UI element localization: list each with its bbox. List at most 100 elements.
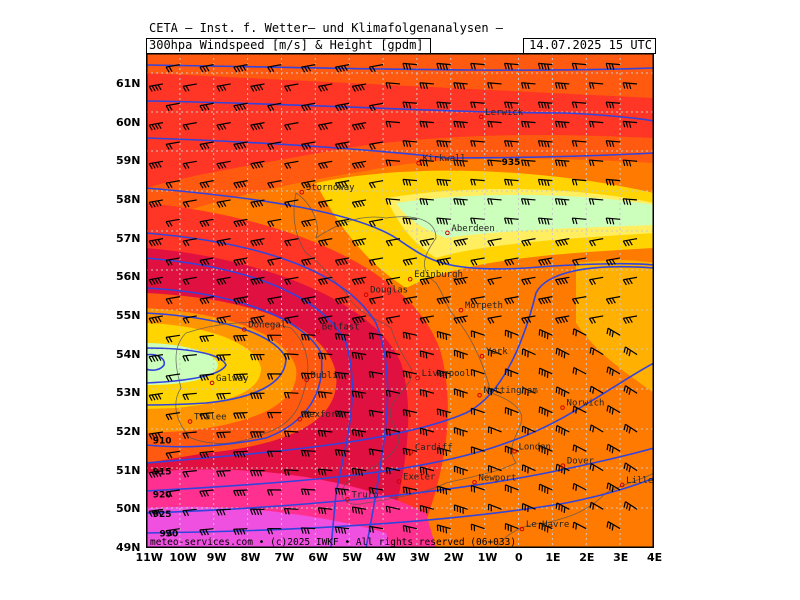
city-marker: Newport xyxy=(472,473,516,485)
wind-barb xyxy=(199,412,214,420)
longitude-label: 3W xyxy=(409,551,430,564)
wind-barb xyxy=(165,412,180,421)
city-dot xyxy=(472,479,477,485)
wind-barb xyxy=(504,406,519,416)
wind-barb xyxy=(622,82,638,90)
wind-barb xyxy=(250,83,265,92)
wind-barb xyxy=(605,257,621,266)
wind-barb xyxy=(402,409,418,417)
wind-barb xyxy=(385,159,401,167)
wind-barb xyxy=(368,141,384,150)
wind-barb xyxy=(284,122,299,131)
wind-barb xyxy=(572,521,587,530)
wind-barb xyxy=(504,140,519,148)
wind-barb xyxy=(521,502,536,513)
wind-barb xyxy=(572,328,587,337)
city-name: Morpeth xyxy=(465,301,503,311)
wind-barb xyxy=(554,120,570,129)
wind-barb xyxy=(284,83,299,92)
wind-barb xyxy=(216,160,231,170)
wind-barb xyxy=(470,178,485,186)
wind-barb xyxy=(504,296,519,305)
city-name: Wexford xyxy=(304,410,342,420)
wind-barb xyxy=(588,198,604,205)
wind-barb xyxy=(555,502,570,514)
city-marker: Truro xyxy=(345,490,379,502)
wind-barb xyxy=(351,315,367,324)
wind-barb xyxy=(571,62,587,70)
wind-barb xyxy=(487,276,502,286)
latitude-label: 54N xyxy=(116,347,141,361)
wind-barb xyxy=(283,391,299,399)
wind-barb xyxy=(470,330,485,338)
wind-barb xyxy=(402,217,417,225)
wind-barb xyxy=(233,489,248,497)
wind-barb xyxy=(385,82,401,89)
city-dot xyxy=(396,479,402,484)
city-name: Aberdeen xyxy=(451,224,494,234)
wind-barb xyxy=(385,120,401,128)
wind-barb xyxy=(487,82,502,89)
city-marker: Tralee xyxy=(187,413,227,424)
longitude-label: 6W xyxy=(308,551,329,564)
wind-barb xyxy=(249,431,265,438)
contour-label: 930 xyxy=(160,529,179,539)
contour-label: 935 xyxy=(502,158,521,168)
city-dot xyxy=(187,419,193,424)
copyright-footer: meteo-services.com • (c)2025 IWKF • All … xyxy=(150,537,516,548)
wind-barb xyxy=(317,83,333,92)
wind-barb xyxy=(589,385,604,394)
wind-barb xyxy=(487,198,502,205)
height-contour xyxy=(146,187,654,270)
city-dot xyxy=(477,392,482,398)
latitude-label: 49N xyxy=(116,541,141,554)
wind-barb xyxy=(148,238,164,247)
wind-barb xyxy=(623,423,638,434)
wind-barb xyxy=(233,450,248,458)
wind-barb xyxy=(453,198,468,206)
wind-barb xyxy=(504,368,519,378)
city-marker: Morpeth xyxy=(458,301,503,313)
wind-barb xyxy=(182,392,197,401)
wind-barb xyxy=(165,450,180,459)
wind-barb xyxy=(487,387,502,396)
wind-barb xyxy=(165,373,180,382)
wind-barb xyxy=(436,101,451,109)
wind-fill-ireland-green xyxy=(146,343,218,385)
wind-barb xyxy=(334,180,350,189)
wind-barb xyxy=(317,315,333,324)
wind-barb xyxy=(182,276,197,286)
wind-barb xyxy=(300,411,316,419)
city-dot xyxy=(297,416,303,422)
wind-barb xyxy=(555,424,570,436)
wind-barb xyxy=(419,238,434,247)
wind-barb xyxy=(165,528,180,537)
wind-barb xyxy=(419,466,435,475)
wind-barb xyxy=(487,238,502,247)
wind-barb xyxy=(589,501,604,510)
wind-barb xyxy=(216,315,231,324)
wind-barb xyxy=(385,238,401,247)
wind-barb xyxy=(233,528,248,536)
wind-barb xyxy=(216,470,231,478)
city-name: London xyxy=(518,442,551,452)
wind-barb xyxy=(165,257,180,266)
city-dot xyxy=(241,327,247,332)
latitude-label: 51N xyxy=(116,463,141,477)
wind-barb xyxy=(487,315,502,324)
wind-barb xyxy=(419,388,435,398)
wind-barb xyxy=(521,386,536,397)
wind-barb xyxy=(199,102,214,112)
city-dot xyxy=(315,329,321,334)
wind-barb xyxy=(555,347,570,359)
wind-barb xyxy=(385,389,401,397)
wind-barb xyxy=(216,83,231,92)
wind-barb xyxy=(588,120,604,128)
wind-barb xyxy=(249,508,265,516)
wind-barb xyxy=(199,218,214,228)
wind-barb xyxy=(521,464,536,474)
city-marker: Aberdeen xyxy=(445,224,495,236)
city-marker: Galway xyxy=(209,374,249,386)
city-marker: Norwich xyxy=(560,399,604,410)
wind-barb xyxy=(148,470,164,479)
